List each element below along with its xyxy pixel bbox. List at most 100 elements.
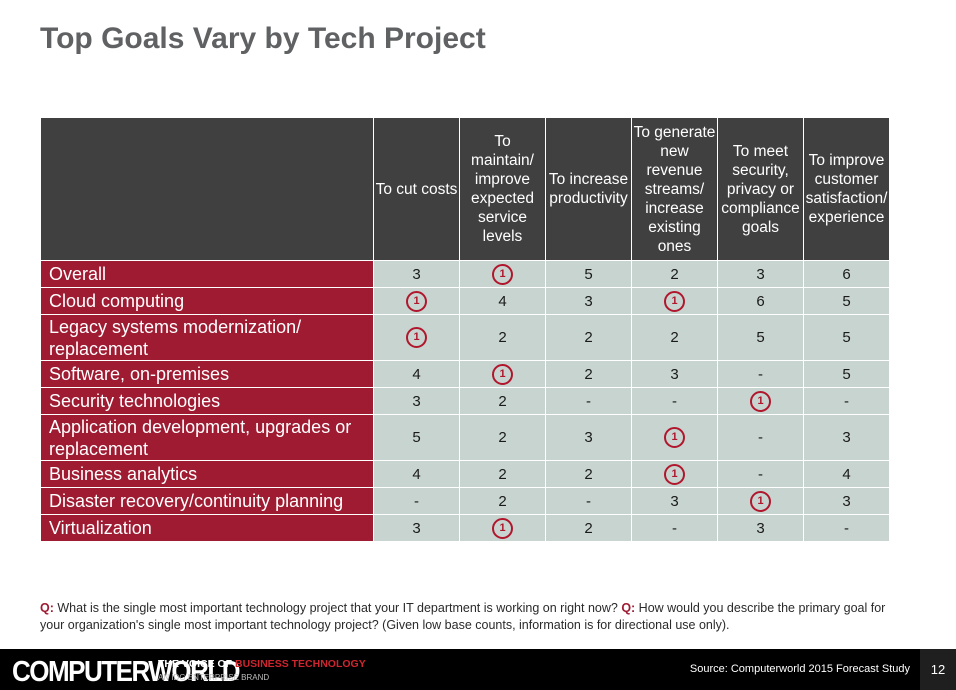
top-rank-circle: 1: [664, 290, 685, 312]
rank-value: 2: [498, 392, 507, 410]
rank-value: 4: [842, 465, 851, 483]
table-row: Virtualization 3 1 2 - 3 -: [40, 514, 890, 542]
rank-cell: 3: [373, 387, 460, 415]
row-label: Application development, upgrades or rep…: [40, 414, 374, 461]
rank-cell: 1: [717, 387, 804, 415]
rank-value: 2: [584, 365, 593, 383]
page-title: Top Goals Vary by Tech Project: [40, 22, 486, 55]
rank-value: -: [586, 392, 591, 410]
tagline-of: OF: [214, 658, 236, 670]
rank-cell: 6: [717, 287, 804, 315]
rank-value: 4: [412, 465, 421, 483]
rank-cell: 3: [545, 414, 632, 461]
rank-value: -: [758, 465, 763, 483]
rank-value: 3: [412, 392, 421, 410]
q2-label: Q:: [621, 601, 636, 615]
row-label: Software, on-premises: [40, 360, 374, 388]
rank-value: 5: [584, 265, 593, 283]
rank-value: -: [844, 519, 849, 537]
rank-cell: 2: [459, 487, 546, 515]
tagline-business-technology: BUSINESS TECHNOLOGY: [235, 658, 366, 670]
table-row: Disaster recovery/continuity planning - 2 -…: [40, 487, 890, 515]
rank-cell: -: [631, 514, 718, 542]
goals-table: To cut costs To maintain/ improve expecte…: [40, 117, 890, 542]
top-rank-circle: 1: [492, 263, 513, 285]
top-rank-circle: 1: [406, 327, 427, 348]
rank-cell: 3: [631, 360, 718, 388]
rank-value: 2: [584, 329, 593, 346]
rank-cell: 2: [459, 314, 546, 361]
rank-value: -: [586, 492, 591, 510]
table-row: Software, on-premises 4 1 2 3 - 5: [40, 360, 890, 388]
rank-cell: 1: [459, 360, 546, 388]
rank-cell: -: [545, 487, 632, 515]
column-header-5: To meet security, privacy or compliance …: [717, 117, 804, 261]
rank-value: 3: [756, 265, 765, 283]
rank-cell: 3: [373, 514, 460, 542]
rank-value: 6: [842, 265, 851, 283]
rank-value: 6: [756, 292, 765, 310]
rank-cell: 2: [631, 260, 718, 288]
rank-value: 2: [498, 465, 507, 483]
rank-cell: 2: [459, 387, 546, 415]
row-label: Legacy systems modernization/ replacemen…: [40, 314, 374, 361]
rank-cell: 1: [459, 260, 546, 288]
brand-subtag: AN IDG ENTERPRISE BRAND: [158, 673, 270, 682]
rank-value: -: [758, 429, 763, 446]
rank-value: 3: [412, 265, 421, 283]
row-label: Business analytics: [40, 460, 374, 488]
rank-cell: 2: [545, 360, 632, 388]
top-rank-circle: 1: [492, 363, 513, 385]
rank-value: -: [414, 492, 419, 510]
header-corner: [40, 117, 374, 261]
page-number: 12: [920, 649, 956, 690]
rank-cell: 2: [545, 514, 632, 542]
rank-value: 3: [756, 519, 765, 537]
table-row: Overall 3 1 5 2 3 6: [40, 260, 890, 288]
top-rank-circle: 1: [492, 517, 513, 539]
rank-cell: -: [803, 387, 890, 415]
column-header-1: To cut costs: [373, 117, 460, 261]
row-label: Security technologies: [40, 387, 374, 415]
q1-text: What is the single most important techno…: [53, 601, 622, 615]
table-body: Overall 3 1 5 2 3 6 Cloud computing 1 4 3 1 6 5 Legacy…: [40, 260, 890, 542]
brand-logo: COMPUTERWORLD: [12, 654, 241, 688]
rank-cell: 5: [717, 314, 804, 361]
rank-value: 2: [498, 492, 507, 510]
rank-value: 3: [842, 429, 851, 446]
rank-value: 4: [498, 292, 507, 310]
rank-value: -: [672, 519, 677, 537]
table-row: Business analytics 4 2 2 1 - 4: [40, 460, 890, 488]
rank-cell: 2: [545, 460, 632, 488]
table-row: Cloud computing 1 4 3 1 6 5: [40, 287, 890, 315]
table-row: Legacy systems modernization/ replacemen…: [40, 314, 890, 361]
rank-value: -: [672, 392, 677, 410]
rank-cell: 5: [545, 260, 632, 288]
source-note: Source: Computerworld 2015 Forecast Stud…: [689, 663, 910, 675]
rank-cell: 5: [803, 360, 890, 388]
rank-value: 3: [670, 365, 679, 383]
rank-cell: 3: [803, 487, 890, 515]
rank-cell: 3: [545, 287, 632, 315]
rank-cell: 3: [717, 260, 804, 288]
rank-cell: 6: [803, 260, 890, 288]
rank-cell: 1: [631, 460, 718, 488]
rank-cell: 4: [803, 460, 890, 488]
rank-cell: 4: [459, 287, 546, 315]
q1-label: Q:: [40, 601, 54, 615]
rank-cell: 2: [545, 314, 632, 361]
rank-value: 3: [670, 492, 679, 510]
rank-value: 2: [670, 329, 679, 346]
rank-cell: -: [717, 414, 804, 461]
rank-value: 3: [412, 519, 421, 537]
rank-cell: -: [545, 387, 632, 415]
rank-cell: 5: [803, 287, 890, 315]
rank-cell: -: [631, 387, 718, 415]
row-label: Virtualization: [40, 514, 374, 542]
rank-value: 3: [584, 292, 593, 310]
rank-value: 5: [412, 429, 421, 446]
rank-cell: 3: [631, 487, 718, 515]
top-rank-circle: 1: [664, 463, 685, 485]
rank-value: 3: [842, 492, 851, 510]
rank-cell: 1: [459, 514, 546, 542]
